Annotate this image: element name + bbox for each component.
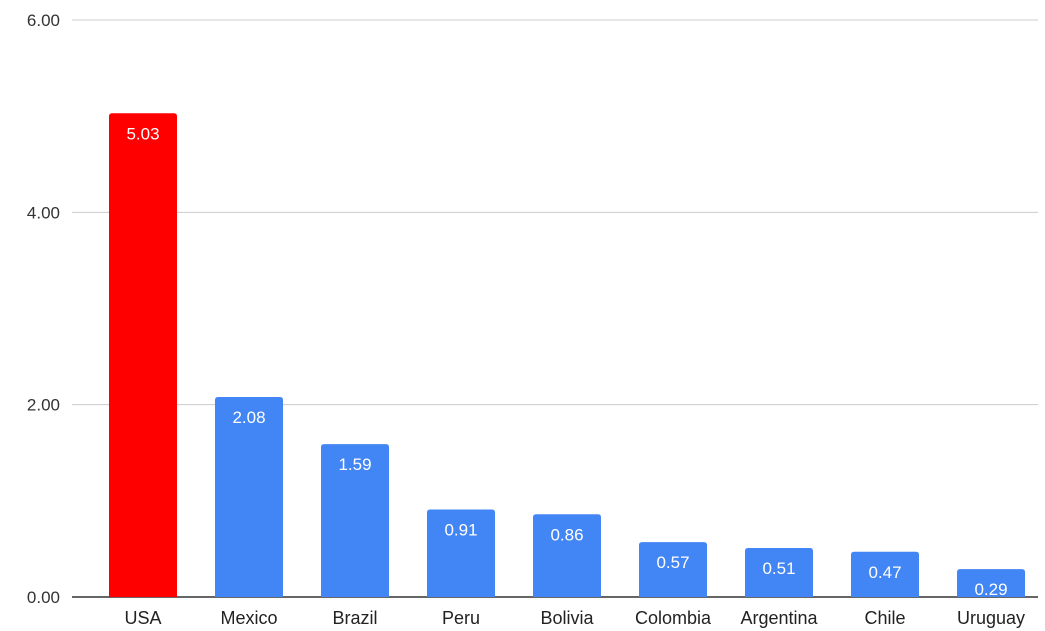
y-tick-label: 6.00	[27, 11, 60, 30]
bar-chile	[851, 551, 919, 597]
x-tick-label-chile: Chile	[864, 608, 905, 628]
bar-brazil	[321, 444, 389, 597]
data-label-mexico: 2.08	[232, 408, 265, 427]
x-tick-label-bolivia: Bolivia	[540, 608, 594, 628]
bar-argentina	[745, 547, 813, 597]
y-tick-label: 2.00	[27, 396, 60, 415]
bars	[109, 113, 1025, 597]
bar-mexico	[215, 396, 283, 597]
x-tick-label-colombia: Colombia	[635, 608, 712, 628]
bar-usa	[109, 113, 177, 597]
y-tick-label: 0.00	[27, 588, 60, 607]
data-label-argentina: 0.51	[762, 559, 795, 578]
x-axis-ticks: USA Mexico Brazil Peru Bolivia Colombia Argent…	[124, 608, 1025, 628]
x-tick-label-brazil: Brazil	[332, 608, 377, 628]
bar-peru	[427, 509, 495, 597]
y-tick-label: 4.00	[27, 203, 60, 222]
y-axis-ticks: 0.00 2.00 4.00 6.00	[27, 11, 60, 607]
x-tick-label-uruguay: Uruguay	[957, 608, 1025, 628]
data-labels: 5.03 2.08 1.59 0.91 0.86 0.57 0.51 0.47 0.29	[126, 124, 1007, 599]
data-label-colombia: 0.57	[656, 553, 689, 572]
data-label-brazil: 1.59	[338, 455, 371, 474]
data-label-bolivia: 0.86	[550, 525, 583, 544]
data-label-chile: 0.47	[868, 563, 901, 582]
x-tick-label-peru: Peru	[442, 608, 480, 628]
bar-colombia	[639, 542, 707, 597]
data-label-uruguay: 0.29	[974, 580, 1007, 599]
data-label-usa: 5.03	[126, 124, 159, 143]
bar-uruguay	[957, 569, 1025, 597]
x-tick-label-usa: USA	[124, 608, 161, 628]
data-label-peru: 0.91	[444, 520, 477, 539]
bar-bolivia	[533, 514, 601, 597]
x-tick-label-mexico: Mexico	[220, 608, 277, 628]
x-tick-label-argentina: Argentina	[740, 608, 818, 628]
